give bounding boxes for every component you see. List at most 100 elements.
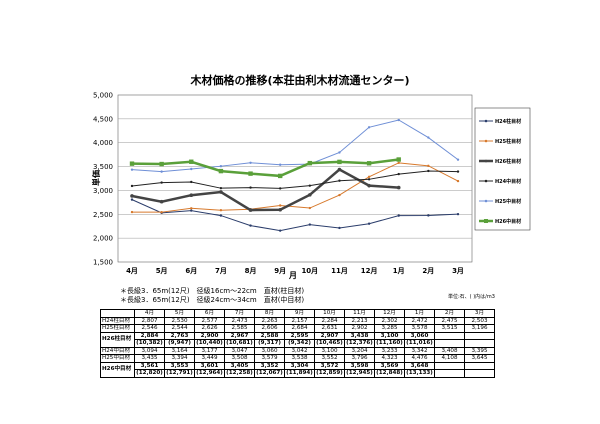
data-point xyxy=(367,175,371,179)
table-cell: 3,285 xyxy=(374,324,405,333)
data-point xyxy=(337,159,342,165)
table-cell: 3,408 xyxy=(434,346,465,356)
table-cell: 2,585 xyxy=(224,324,255,333)
series-line xyxy=(131,199,459,232)
legend-marker xyxy=(484,159,488,163)
table-cell: 2,588 xyxy=(254,331,285,341)
table-cell: 3,569 xyxy=(374,361,405,371)
table-row: H26中目材 3,561 3,553 3,601 3,405 3,352 3,304 3,57… xyxy=(100,361,495,378)
y-axis-label: 単価 xyxy=(91,170,101,186)
data-point xyxy=(396,157,401,162)
table-cell: 3,196 xyxy=(464,324,495,333)
x-tick-label: 9月 xyxy=(274,267,286,275)
table-header-cell: 12月 xyxy=(374,309,405,318)
table-cell: 3,100 xyxy=(374,331,405,341)
data-point xyxy=(456,170,460,173)
data-point xyxy=(427,136,430,139)
legend-label: H26柱目材 xyxy=(495,158,521,165)
table-header-cell: 3月 xyxy=(464,309,495,318)
table-cell: 2,472 xyxy=(404,316,435,326)
legend-label: H25中目材 xyxy=(495,198,521,205)
data-point xyxy=(190,180,193,184)
table-cell: 3,572 xyxy=(314,361,345,371)
table-cell: (11,894) xyxy=(284,369,315,378)
table-cell: 3,395 xyxy=(464,346,495,356)
data-point xyxy=(159,199,164,204)
series-line xyxy=(131,119,459,173)
x-tick-label: 8月 xyxy=(245,267,257,275)
table-cell: 2,263 xyxy=(254,316,285,326)
table-cell: 2,684 xyxy=(284,324,315,333)
table-cell: (10,681) xyxy=(224,339,255,348)
table-cell: 2,546 xyxy=(134,324,165,333)
table-cell: (12,945) xyxy=(344,369,375,378)
table-cell: 2,631 xyxy=(314,324,345,333)
data-point xyxy=(278,187,282,190)
series-line xyxy=(131,158,399,178)
table-cell: 3,304 xyxy=(284,361,315,371)
table-row: H24中目材 3,094 3,164 3,177 3,047 3,060 3,042 3,10… xyxy=(100,346,495,356)
table-header-cell: 10月 xyxy=(314,309,345,318)
table-cell: 3,538 xyxy=(284,354,315,363)
x-tick-label: 3月 xyxy=(452,267,464,275)
data-point xyxy=(130,194,134,198)
data-point xyxy=(397,161,400,165)
table-cell xyxy=(434,339,465,348)
table-cell xyxy=(464,361,495,371)
gridlines xyxy=(118,118,472,239)
data-point xyxy=(397,214,400,217)
row-label: H24中目材 xyxy=(100,346,135,356)
data-point xyxy=(456,158,460,161)
table-header-cell: 1月 xyxy=(404,309,435,318)
table-cell: 3,177 xyxy=(194,346,225,356)
table-row: H24柱目材 2,807 2,530 2,577 2,473 2,263 2,157 2,28… xyxy=(100,316,495,326)
table-cell: 3,552 xyxy=(314,354,345,363)
table-cell: (10,465) xyxy=(314,339,345,348)
y-tick-label: 3,500 xyxy=(93,163,113,171)
legend-label: H26中目材 xyxy=(495,218,521,225)
table-cell: 2,807 xyxy=(134,316,165,326)
legend-marker xyxy=(484,119,488,123)
table-cell: 2,900 xyxy=(194,331,225,341)
data-point xyxy=(308,184,312,187)
legend-marker xyxy=(484,219,488,223)
table-cell: 4,476 xyxy=(404,354,435,363)
table-header-cell xyxy=(100,309,135,318)
table-cell: (12,964) xyxy=(194,369,225,378)
table-cell: 2,475 xyxy=(434,316,465,326)
table-cell: 4,108 xyxy=(434,354,465,363)
notes: ＊長級3．65m(12尺) 径級16cm～22cm 直材(柱目材) ＊長級3．6… xyxy=(120,287,304,305)
legend-marker xyxy=(484,139,488,143)
x-tick-label: 2月 xyxy=(422,267,434,275)
table-cell: 3,515 xyxy=(434,324,465,333)
legend-label: H24中目材 xyxy=(495,178,521,185)
table-cell: 3,042 xyxy=(284,346,315,356)
x-tick-label: 11月 xyxy=(331,267,348,275)
table-cell: (9,947) xyxy=(164,339,195,348)
table-cell: (12,791) xyxy=(164,369,195,378)
data-point xyxy=(249,186,252,189)
data-point xyxy=(160,181,163,184)
table-cell: 3,449 xyxy=(194,354,225,363)
table-header-cell: 9月 xyxy=(284,309,315,318)
table-cell: 2,606 xyxy=(254,324,285,333)
data-point xyxy=(367,222,371,225)
table-header-cell: 5月 xyxy=(164,309,195,318)
data-point xyxy=(189,193,194,197)
table-cell: 3,598 xyxy=(344,361,375,371)
line-chart: 1,500 2,000 2,500 3,000 3,500 4,000 4,500 5,000… xyxy=(91,92,531,280)
data-point xyxy=(456,212,460,216)
y-tick-label: 2,500 xyxy=(93,211,113,219)
table-header-cell: 4月 xyxy=(134,309,165,318)
data-point xyxy=(219,214,223,217)
table-cell xyxy=(464,339,495,348)
legend-box xyxy=(474,107,531,231)
table-cell: 3,060 xyxy=(254,346,285,356)
data-point xyxy=(308,223,312,226)
table-cell: 2,763 xyxy=(164,331,195,341)
x-tick-label: 6月 xyxy=(185,267,197,275)
data-point xyxy=(427,164,430,168)
data-point xyxy=(218,168,224,174)
table-cell: 2,157 xyxy=(284,316,315,326)
table-cell xyxy=(434,361,465,371)
